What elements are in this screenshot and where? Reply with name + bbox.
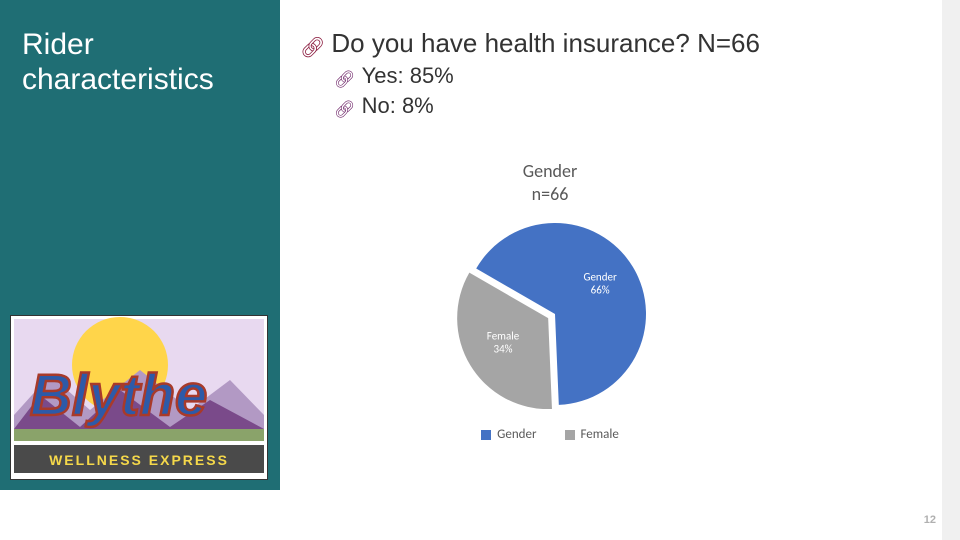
gender-chart: Gender n=66 Gender66%Female34% GenderFem… bbox=[350, 160, 750, 442]
pie-label: Gender bbox=[584, 271, 617, 284]
legend-swatch bbox=[481, 430, 491, 440]
legend-item: Female bbox=[565, 427, 619, 442]
slide-title: Rider characteristics bbox=[22, 28, 258, 97]
scroll-gutter bbox=[942, 0, 960, 540]
sidebar-panel: Rider characteristics Blythe WELLNESS EX… bbox=[0, 0, 280, 490]
legend-swatch bbox=[565, 430, 575, 440]
title-line-2: characteristics bbox=[22, 63, 214, 96]
bullet-main-text: Do you have health insurance? N=66 bbox=[331, 28, 760, 59]
page-number: 12 bbox=[924, 514, 936, 526]
pie-label: 34% bbox=[494, 342, 513, 355]
legend-label: Female bbox=[581, 427, 619, 442]
legend-item: Gender bbox=[481, 427, 536, 442]
bullet-yes: 🔗︎ Yes: 85% bbox=[334, 63, 920, 89]
legend-label: Gender bbox=[497, 427, 536, 442]
link-bullet-icon: 🔗︎ bbox=[334, 71, 356, 88]
bullet-no: 🔗︎ No: 8% bbox=[334, 93, 920, 119]
pie-chart-svg: Gender66% Female34% bbox=[445, 219, 655, 409]
pie-label: Female bbox=[487, 329, 520, 342]
logo-text-main: Blythe bbox=[30, 363, 207, 428]
chart-title: Gender n=66 bbox=[350, 160, 750, 205]
pie-label: 66% bbox=[591, 284, 610, 297]
blythe-logo: Blythe WELLNESS EXPRESS bbox=[10, 315, 268, 480]
title-line-1: Rider bbox=[22, 28, 94, 61]
chart-title-line-2: n=66 bbox=[532, 183, 569, 205]
chart-legend: Gender Female bbox=[350, 427, 750, 442]
bullet-main: 🔗︎ Do you have health insurance? N=66 bbox=[300, 28, 920, 59]
chart-title-line-1: Gender bbox=[523, 160, 577, 182]
bullet-no-text: No: 8% bbox=[362, 93, 434, 119]
pie-wrap: Gender66% Female34% bbox=[350, 219, 750, 409]
link-bullet-icon: 🔗︎ bbox=[300, 38, 325, 58]
logo-text-sub: WELLNESS EXPRESS bbox=[49, 452, 229, 468]
content-area: 🔗︎ Do you have health insurance? N=66 🔗︎… bbox=[300, 28, 920, 123]
link-bullet-icon: 🔗︎ bbox=[334, 101, 356, 118]
bullet-yes-text: Yes: 85% bbox=[362, 63, 454, 89]
